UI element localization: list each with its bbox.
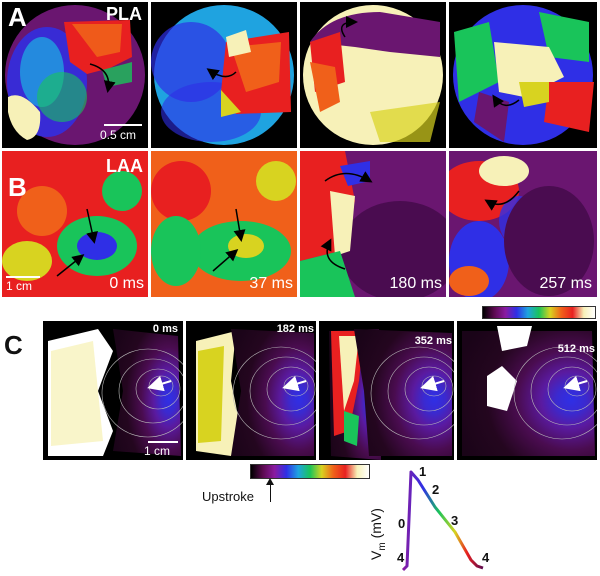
- phase-label-4-right: 4: [482, 550, 490, 565]
- pla-map-3: [300, 2, 446, 148]
- contour-map-4: [457, 321, 597, 460]
- pla-map-4: [449, 2, 597, 148]
- phase-label-3: 3: [451, 513, 459, 528]
- colorbar-top: [482, 306, 596, 319]
- contour-map-2: [186, 321, 316, 460]
- contour-time-4: 512 ms: [557, 343, 595, 355]
- laa-time-2: 37 ms: [249, 275, 293, 292]
- panel-letter-c: C: [4, 330, 23, 360]
- panel-letter-b: B: [8, 172, 27, 202]
- panel-letter-a: A: [8, 2, 27, 32]
- upstroke-arrow: [270, 480, 271, 502]
- phase-label-1: 1: [419, 464, 427, 479]
- phase-label-0: 0: [398, 516, 406, 531]
- laa-time-1: 0 ms: [109, 275, 144, 292]
- vm-axis-subscript: m: [376, 542, 388, 551]
- pla-map-1: [2, 2, 148, 148]
- contour-map-3: [319, 321, 454, 460]
- scale-bar-label-a: 0.5 cm: [100, 128, 137, 142]
- colorbar-bottom: [250, 464, 370, 479]
- action-potential-trace: [401, 470, 484, 572]
- contour-time-2: 182 ms: [276, 323, 314, 335]
- scale-bar-label-b: 1 cm: [6, 279, 33, 293]
- row-label-laa: LAA: [106, 156, 143, 176]
- upstroke-label: Upstroke: [202, 489, 255, 504]
- contour-time-3: 352 ms: [414, 335, 452, 347]
- contour-map-1: [43, 321, 183, 460]
- laa-map-3: [300, 151, 446, 297]
- pla-map-2: [151, 2, 297, 148]
- laa-time-4: 257 ms: [539, 275, 592, 292]
- scale-bar-a: [104, 124, 142, 126]
- vm-axis-symbol: V: [368, 550, 384, 560]
- contour-time-1: 0 ms: [152, 323, 178, 335]
- phase-label-2: 2: [432, 482, 440, 497]
- upstroke-arrow-head: [266, 478, 274, 485]
- row-label-pla: PLA: [106, 4, 142, 24]
- vm-axis-label: Vm (mV): [368, 508, 388, 560]
- laa-map-2: [151, 151, 297, 297]
- scale-bar-b: [6, 276, 40, 278]
- scale-bar-c: [148, 441, 178, 443]
- laa-map-4: [449, 151, 597, 297]
- laa-map-1: [2, 151, 148, 297]
- phase-label-4-left: 4: [397, 550, 405, 565]
- laa-time-3: 180 ms: [389, 275, 442, 292]
- scale-bar-label-c: 1 cm: [144, 444, 171, 458]
- vm-axis-unit: (mV): [368, 508, 384, 543]
